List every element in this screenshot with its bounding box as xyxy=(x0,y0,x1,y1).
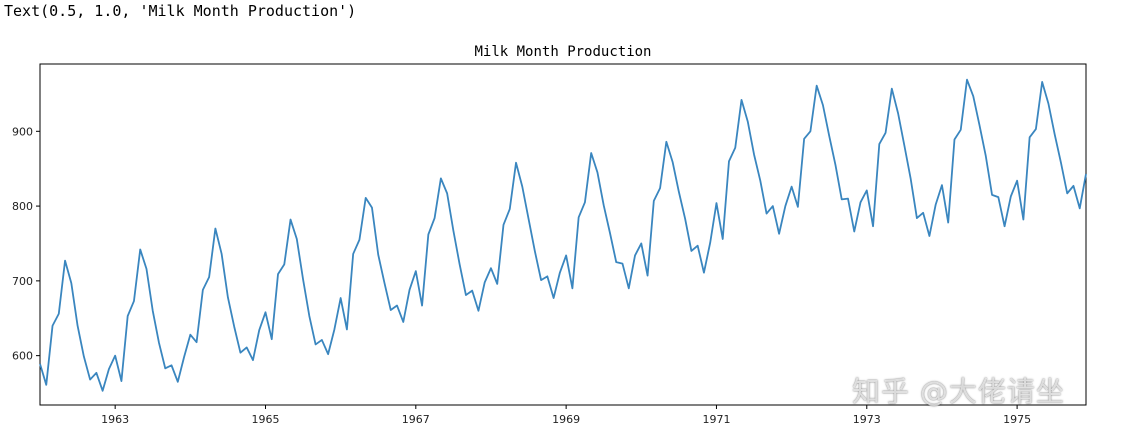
x-tick-label: 1971 xyxy=(702,413,730,426)
y-axis: 600 700 800 900 xyxy=(12,125,40,363)
watermark: 知乎 @大佬请坐 xyxy=(852,375,1065,408)
series-line-milk-production xyxy=(39,78,1087,392)
x-tick-label: 1969 xyxy=(552,413,580,426)
cell-output-text: Text(0.5, 1.0, 'Milk Month Production') xyxy=(4,2,357,20)
x-tick-label: 1967 xyxy=(402,413,430,426)
chart-title: Milk Month Production xyxy=(474,44,651,60)
plot-frame xyxy=(39,63,1087,406)
y-tick-label: 700 xyxy=(12,275,33,288)
y-tick-label: 900 xyxy=(12,125,33,138)
x-tick-label: 1975 xyxy=(1003,413,1031,426)
x-tick-label: 1973 xyxy=(853,413,881,426)
x-tick-label: 1963 xyxy=(101,413,129,426)
y-tick-label: 800 xyxy=(12,200,33,213)
x-tick-label: 1965 xyxy=(251,413,279,426)
x-axis: 1963 1965 1967 1969 1971 1973 1975 xyxy=(101,405,1031,426)
y-tick-label: 600 xyxy=(12,350,33,363)
